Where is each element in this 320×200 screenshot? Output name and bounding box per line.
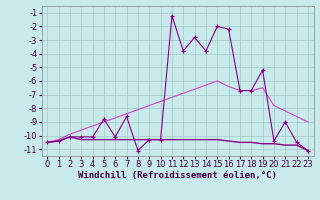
X-axis label: Windchill (Refroidissement éolien,°C): Windchill (Refroidissement éolien,°C)	[78, 171, 277, 180]
